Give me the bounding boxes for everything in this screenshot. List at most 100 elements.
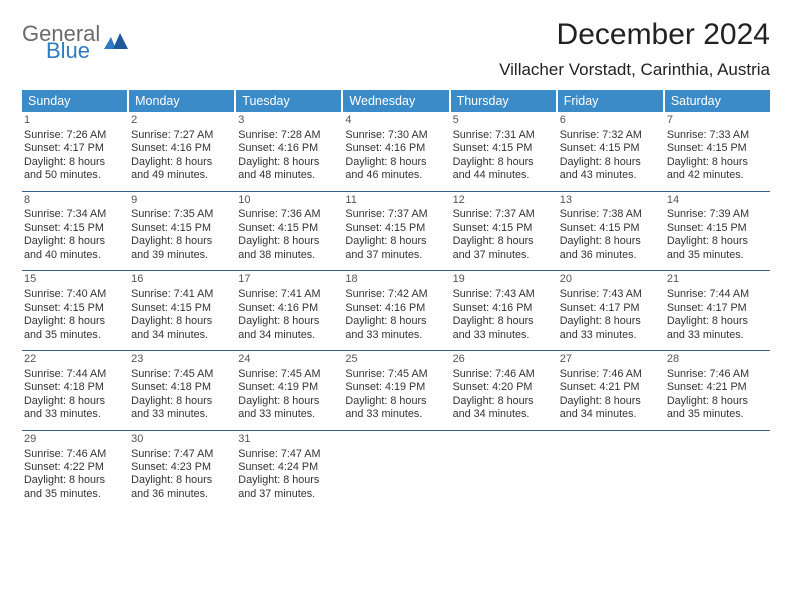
sunrise-line: Sunrise: 7:46 AM: [453, 368, 554, 381]
sunrise-line: Sunrise: 7:42 AM: [345, 288, 446, 301]
day-number: 31: [238, 433, 339, 447]
daylight-line: and 35 minutes.: [667, 249, 768, 262]
daylight-line: Daylight: 8 hours: [238, 315, 339, 328]
sunrise-line: Sunrise: 7:44 AM: [24, 368, 125, 381]
sunrise-line: Sunrise: 7:35 AM: [131, 208, 232, 221]
sunset-line: Sunset: 4:19 PM: [238, 381, 339, 394]
sunset-line: Sunset: 4:17 PM: [560, 302, 661, 315]
daylight-line: and 33 minutes.: [345, 329, 446, 342]
daylight-line: Daylight: 8 hours: [560, 156, 661, 169]
daylight-line: and 40 minutes.: [24, 249, 125, 262]
sunset-line: Sunset: 4:16 PM: [238, 142, 339, 155]
sunset-line: Sunset: 4:15 PM: [131, 302, 232, 315]
day-number: 12: [453, 194, 554, 208]
dow-header: Thursday: [451, 90, 556, 112]
sunset-line: Sunset: 4:16 PM: [345, 302, 446, 315]
daylight-line: and 33 minutes.: [667, 329, 768, 342]
sunrise-line: Sunrise: 7:36 AM: [238, 208, 339, 221]
day-cell: 12Sunrise: 7:37 AMSunset: 4:15 PMDayligh…: [451, 192, 556, 269]
empty-cell: [343, 431, 448, 508]
dow-header: Monday: [129, 90, 234, 112]
daylight-line: and 33 minutes.: [560, 329, 661, 342]
daylight-line: Daylight: 8 hours: [238, 395, 339, 408]
daylight-line: Daylight: 8 hours: [453, 315, 554, 328]
sunset-line: Sunset: 4:15 PM: [24, 222, 125, 235]
day-cell: 15Sunrise: 7:40 AMSunset: 4:15 PMDayligh…: [22, 271, 127, 348]
day-cell: 19Sunrise: 7:43 AMSunset: 4:16 PMDayligh…: [451, 271, 556, 348]
sunrise-line: Sunrise: 7:28 AM: [238, 129, 339, 142]
day-number: 9: [131, 194, 232, 208]
daylight-line: and 44 minutes.: [453, 169, 554, 182]
day-cell: 24Sunrise: 7:45 AMSunset: 4:19 PMDayligh…: [236, 351, 341, 428]
location-subtitle: Villacher Vorstadt, Carinthia, Austria: [499, 60, 770, 80]
sunrise-line: Sunrise: 7:26 AM: [24, 129, 125, 142]
daylight-line: Daylight: 8 hours: [345, 156, 446, 169]
title-block: December 2024 Villacher Vorstadt, Carint…: [499, 18, 770, 80]
daylight-line: Daylight: 8 hours: [131, 474, 232, 487]
brand-text: General Blue: [22, 24, 100, 62]
sunset-line: Sunset: 4:15 PM: [131, 222, 232, 235]
daylight-line: Daylight: 8 hours: [238, 235, 339, 248]
sunset-line: Sunset: 4:16 PM: [238, 302, 339, 315]
sunrise-line: Sunrise: 7:43 AM: [560, 288, 661, 301]
day-number: 10: [238, 194, 339, 208]
sunset-line: Sunset: 4:21 PM: [560, 381, 661, 394]
daylight-line: Daylight: 8 hours: [238, 474, 339, 487]
daylight-line: Daylight: 8 hours: [667, 156, 768, 169]
sunset-line: Sunset: 4:17 PM: [667, 302, 768, 315]
day-number: 17: [238, 273, 339, 287]
daylight-line: Daylight: 8 hours: [345, 315, 446, 328]
daylight-line: and 33 minutes.: [345, 408, 446, 421]
day-number: 7: [667, 114, 768, 128]
daylight-line: and 34 minutes.: [560, 408, 661, 421]
day-number: 16: [131, 273, 232, 287]
sunrise-line: Sunrise: 7:43 AM: [453, 288, 554, 301]
sunset-line: Sunset: 4:15 PM: [453, 222, 554, 235]
sunset-line: Sunset: 4:24 PM: [238, 461, 339, 474]
day-cell: 10Sunrise: 7:36 AMSunset: 4:15 PMDayligh…: [236, 192, 341, 269]
daylight-line: Daylight: 8 hours: [24, 235, 125, 248]
daylight-line: and 33 minutes.: [238, 408, 339, 421]
daylight-line: Daylight: 8 hours: [453, 235, 554, 248]
daylight-line: and 49 minutes.: [131, 169, 232, 182]
sunrise-line: Sunrise: 7:41 AM: [131, 288, 232, 301]
daylight-line: Daylight: 8 hours: [24, 315, 125, 328]
day-cell: 4Sunrise: 7:30 AMSunset: 4:16 PMDaylight…: [343, 112, 448, 189]
day-number: 28: [667, 353, 768, 367]
dow-header: Tuesday: [236, 90, 341, 112]
sunrise-line: Sunrise: 7:47 AM: [131, 448, 232, 461]
day-cell: 6Sunrise: 7:32 AMSunset: 4:15 PMDaylight…: [558, 112, 663, 189]
calendar-grid: SundayMondayTuesdayWednesdayThursdayFrid…: [22, 90, 770, 507]
sunrise-line: Sunrise: 7:47 AM: [238, 448, 339, 461]
dow-header: Wednesday: [343, 90, 448, 112]
day-cell: 31Sunrise: 7:47 AMSunset: 4:24 PMDayligh…: [236, 431, 341, 508]
daylight-line: Daylight: 8 hours: [24, 395, 125, 408]
daylight-line: Daylight: 8 hours: [345, 235, 446, 248]
day-number: 13: [560, 194, 661, 208]
daylight-line: and 42 minutes.: [667, 169, 768, 182]
sunset-line: Sunset: 4:15 PM: [453, 142, 554, 155]
day-number: 26: [453, 353, 554, 367]
daylight-line: and 50 minutes.: [24, 169, 125, 182]
day-cell: 17Sunrise: 7:41 AMSunset: 4:16 PMDayligh…: [236, 271, 341, 348]
daylight-line: Daylight: 8 hours: [667, 315, 768, 328]
day-number: 22: [24, 353, 125, 367]
day-cell: 9Sunrise: 7:35 AMSunset: 4:15 PMDaylight…: [129, 192, 234, 269]
empty-cell: [558, 431, 663, 508]
day-number: 5: [453, 114, 554, 128]
day-cell: 16Sunrise: 7:41 AMSunset: 4:15 PMDayligh…: [129, 271, 234, 348]
sunset-line: Sunset: 4:21 PM: [667, 381, 768, 394]
daylight-line: and 43 minutes.: [560, 169, 661, 182]
header: General Blue December 2024 Villacher Vor…: [22, 18, 770, 80]
day-cell: 28Sunrise: 7:46 AMSunset: 4:21 PMDayligh…: [665, 351, 770, 428]
daylight-line: Daylight: 8 hours: [131, 156, 232, 169]
day-number: 2: [131, 114, 232, 128]
daylight-line: and 38 minutes.: [238, 249, 339, 262]
sunset-line: Sunset: 4:20 PM: [453, 381, 554, 394]
daylight-line: Daylight: 8 hours: [24, 156, 125, 169]
daylight-line: Daylight: 8 hours: [131, 395, 232, 408]
sunrise-line: Sunrise: 7:31 AM: [453, 129, 554, 142]
sunrise-line: Sunrise: 7:40 AM: [24, 288, 125, 301]
day-number: 23: [131, 353, 232, 367]
day-cell: 7Sunrise: 7:33 AMSunset: 4:15 PMDaylight…: [665, 112, 770, 189]
